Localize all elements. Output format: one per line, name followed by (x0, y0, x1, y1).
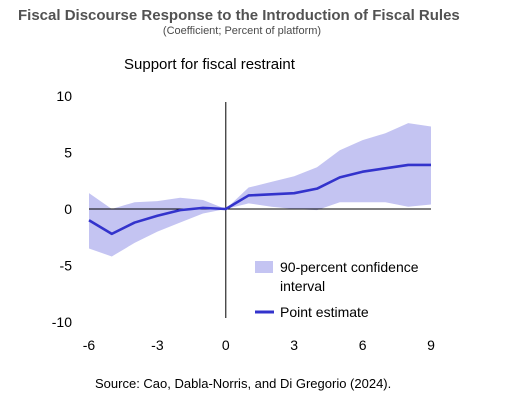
x-tick-label: -6 (83, 337, 96, 353)
series-layer (88, 163, 431, 236)
figure-title: Fiscal Discourse Response to the Introdu… (18, 7, 460, 24)
x-tick-label: 6 (359, 337, 367, 353)
figure-subtitle: (Coefficient; Percent of platform) (162, 25, 322, 37)
confidence-band-layer (89, 123, 431, 257)
y-tick-label: 5 (64, 145, 72, 161)
y-tick-label: -10 (52, 314, 72, 330)
x-tick-label: 9 (427, 337, 435, 353)
legend-label-band-line1: 90-percent confidence (280, 259, 419, 275)
point-estimate-line (88, 163, 431, 236)
x-tick-label: 3 (290, 337, 298, 353)
confidence-band (89, 123, 431, 257)
y-tick-label: 10 (56, 88, 72, 104)
source-note: Source: Cao, Dabla-Norris, and Di Gregor… (95, 376, 392, 391)
x-tick-label: -3 (151, 337, 164, 353)
tick-labels: 10 5 0 -5 -10 -6 -3 0 3 6 9 (52, 88, 435, 353)
y-tick-label: -5 (60, 258, 73, 274)
legend: 90-percent confidence interval Point est… (255, 259, 419, 320)
x-tick-label: 0 (222, 337, 230, 353)
legend-label-line: Point estimate (280, 304, 369, 320)
y-tick-label: 0 (64, 201, 72, 217)
legend-swatch-band (255, 261, 273, 273)
legend-label-band-line2: interval (280, 278, 325, 294)
chart-title: Support for fiscal restraint (124, 56, 295, 73)
